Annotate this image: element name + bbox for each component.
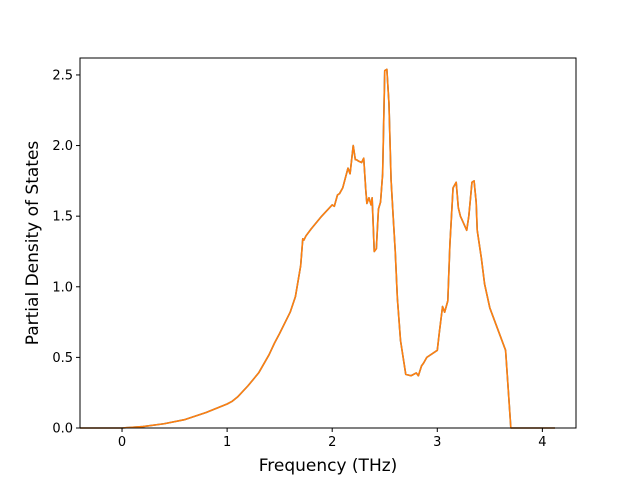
y-tick-label: 0.0 <box>52 422 73 437</box>
x-tick-label: 4 <box>538 435 546 450</box>
x-axis-label: Frequency (THz) <box>259 456 398 476</box>
plot-frame <box>79 57 577 429</box>
series-layer <box>80 68 555 429</box>
x-tick-label: 2 <box>328 435 336 450</box>
x-tick-label: 3 <box>433 435 441 450</box>
y-tick-label: 2.0 <box>52 139 73 154</box>
y-axis-label: Partial Density of States <box>23 141 43 346</box>
y-tick-label: 1.0 <box>52 280 73 295</box>
x-tick-label: 0 <box>118 435 126 450</box>
x-axis-ticks: 0 1 2 3 4 <box>118 428 547 450</box>
y-axis-ticks: 0.0 0.5 1.0 1.5 2.0 2.5 <box>52 68 80 437</box>
series-line-2 <box>80 68 555 429</box>
series-line-1 <box>80 68 555 429</box>
y-tick-label: 1.5 <box>52 210 73 225</box>
y-tick-label: 2.5 <box>52 68 73 83</box>
y-tick-label: 0.5 <box>52 351 73 366</box>
x-tick-label: 1 <box>223 435 231 450</box>
